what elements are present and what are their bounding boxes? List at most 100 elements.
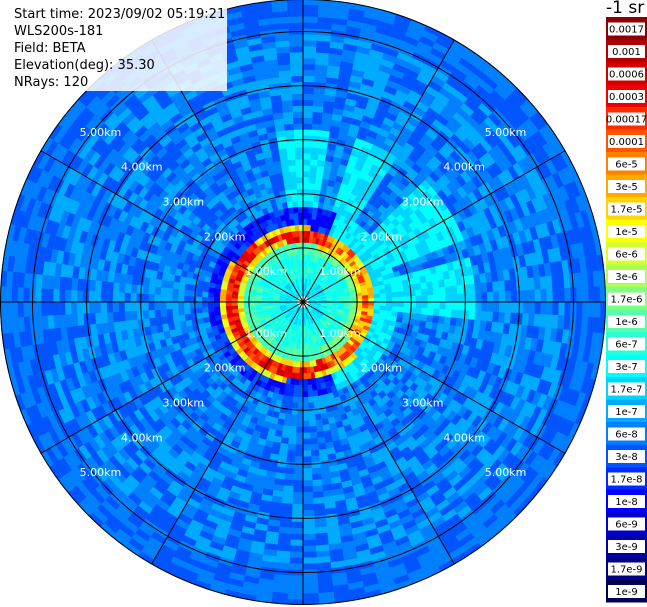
beta-cell (65, 313, 73, 328)
beta-cell (414, 313, 422, 321)
beta-cell (487, 291, 494, 303)
beta-cell (504, 279, 512, 292)
beta-cell (498, 301, 506, 313)
beta-cell (432, 287, 440, 296)
beta-cell (294, 456, 304, 463)
beta-cell (308, 176, 317, 184)
beta-cell (311, 467, 322, 475)
beta-cell (528, 289, 536, 303)
beta-cell (184, 283, 192, 291)
beta-cell (283, 479, 294, 487)
beta-cell (362, 301, 369, 306)
beta-cell (201, 291, 209, 298)
beta-cell (426, 314, 434, 323)
beta-cell (310, 147, 320, 155)
beta-cell (450, 285, 458, 295)
beta-cell (282, 485, 294, 493)
beta-cell (100, 312, 108, 324)
beta-cell (124, 292, 131, 303)
beta-cell (195, 290, 203, 297)
beta-cell (420, 314, 428, 322)
beta-cell (421, 295, 429, 303)
beta-cell (213, 310, 221, 317)
beta-cell (504, 290, 512, 303)
beta-cell (160, 286, 168, 296)
beta-cell (171, 308, 179, 316)
beta-cell (373, 293, 381, 299)
beta-cell (201, 301, 209, 308)
beta-cell (540, 301, 548, 316)
beta-cell (534, 289, 542, 303)
beta-cell (94, 279, 102, 292)
beta-cell (249, 304, 256, 308)
beta-cell (486, 311, 494, 323)
beta-cell (171, 294, 179, 303)
beta-cell (302, 563, 318, 571)
beta-cell (311, 123, 322, 131)
beta-cell (391, 296, 399, 303)
beta-cell (289, 557, 304, 565)
beta-cell (552, 301, 560, 316)
beta-cell (307, 200, 314, 208)
beta-cell (302, 515, 315, 523)
beta-cell (516, 290, 524, 303)
beta-cell (558, 288, 566, 303)
beta-cell (23, 301, 30, 317)
beta-cell (468, 310, 476, 321)
beta-cell (308, 402, 315, 410)
beta-cell (309, 431, 318, 439)
beta-cell (136, 301, 143, 311)
beta-cell (289, 420, 298, 428)
beta-cell (310, 443, 319, 451)
beta-cell (285, 455, 296, 463)
beta-cell (297, 402, 304, 410)
beta-cell (593, 301, 601, 318)
beta-cell (287, 437, 297, 445)
beta-cell (284, 467, 295, 475)
beta-cell (533, 313, 541, 328)
beta-cell (213, 306, 221, 312)
beta-cell (302, 63, 316, 71)
beta-cell (310, 378, 317, 386)
beta-cell (438, 286, 446, 296)
beta-cell (302, 117, 313, 124)
beta-cell (100, 301, 108, 313)
beta-cell (280, 503, 293, 511)
beta-cell (310, 141, 321, 149)
beta-cell (444, 286, 452, 295)
beta-cell (17, 301, 24, 318)
beta-cell (492, 281, 500, 293)
beta-cell (480, 311, 488, 322)
beta-cell (481, 301, 488, 312)
beta-cell (302, 444, 312, 452)
beta-cell (385, 292, 393, 298)
beta-cell (439, 301, 447, 310)
beta-cell (486, 281, 494, 293)
beta-cell (288, 431, 297, 439)
beta-cell (100, 280, 108, 292)
beta-cell (315, 171, 324, 179)
beta-cell (302, 545, 317, 553)
beta-cell (576, 287, 583, 303)
beta-cell (444, 309, 452, 318)
beta-cell (183, 301, 191, 309)
beta-cell (414, 283, 422, 291)
beta-cell (88, 290, 96, 303)
beta-cell (426, 281, 434, 290)
beta-cell (546, 301, 554, 316)
beta-cell (177, 301, 185, 309)
beta-cell (283, 419, 291, 427)
beta-cell (312, 491, 324, 499)
beta-cell (504, 301, 512, 314)
beta-cell (314, 532, 329, 540)
beta-cell (166, 280, 174, 289)
beta-cell (302, 402, 309, 410)
beta-cell (582, 286, 589, 303)
beta-cell (136, 293, 143, 303)
beta-cell (291, 402, 298, 410)
beta-cell (237, 301, 244, 306)
beta-cell (165, 294, 173, 303)
beta-cell (397, 291, 405, 298)
beta-cell (302, 93, 315, 101)
beta-cell (34, 301, 42, 317)
